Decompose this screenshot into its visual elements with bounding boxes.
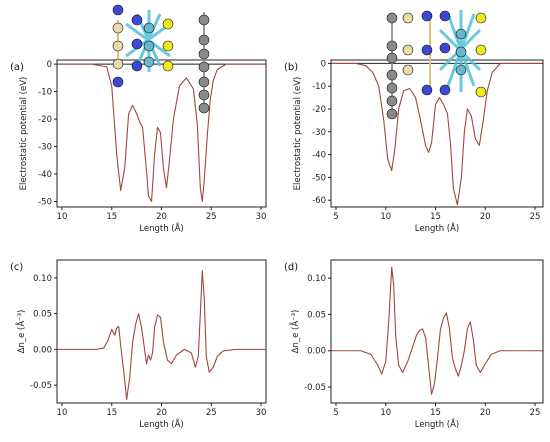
x-tick-label: 15 xyxy=(106,408,117,418)
y-tick-label: -20 xyxy=(38,115,52,125)
y-tick-label: 0.10 xyxy=(307,274,326,284)
panels-group: 10 15 20 25 30 0 -10 -20 -30 -40 -50 Length (Å) Elec… xyxy=(10,59,544,430)
x-tick-label: 30 xyxy=(256,212,267,222)
y-tick-label: -50 xyxy=(312,173,326,183)
x-tick-label: 10 xyxy=(380,408,391,418)
y-tick-label: -40 xyxy=(312,151,326,161)
x-tick-label: 25 xyxy=(206,212,217,222)
y-tick-label: -30 xyxy=(312,128,326,138)
chart-panel: 10 15 20 25 30 0 -10 -20 -30 -40 -50 Length (Å) Elec… xyxy=(10,59,267,234)
y-tick-label: -30 xyxy=(38,143,52,153)
x-tick-label: 15 xyxy=(430,212,441,222)
y-tick-label: 0.05 xyxy=(33,310,52,320)
panel-label: (b) xyxy=(284,62,298,73)
y-tick-label: -20 xyxy=(312,105,326,115)
y-tick-label: -10 xyxy=(38,88,52,98)
panel-label: (a) xyxy=(10,62,24,73)
x-tick-label: 15 xyxy=(106,212,117,222)
atomic-structure-icon xyxy=(112,4,210,114)
x-axis-label: Length (Å) xyxy=(415,418,459,430)
x-tick-label: 20 xyxy=(156,212,167,222)
y-axis-label: Electrostatic potential (eV) xyxy=(19,77,29,191)
y-tick-label: 0.05 xyxy=(307,310,326,320)
y-tick-label: 0.10 xyxy=(33,274,52,284)
x-tick-label: 25 xyxy=(206,408,217,418)
y-tick-label: 0.00 xyxy=(33,345,52,355)
panel-label: (d) xyxy=(284,262,298,273)
x-tick-label: 20 xyxy=(480,212,491,222)
chart-panel: 10 15 20 25 30 0.10 0.05 0.00 -0.05 Length (Å) Δn_… xyxy=(10,259,267,430)
series-line xyxy=(57,270,266,400)
x-tick-label: 5 xyxy=(333,408,338,418)
x-tick-label: 10 xyxy=(57,212,68,222)
y-tick-label: -50 xyxy=(38,198,52,208)
y-tick-label: -40 xyxy=(38,170,52,180)
y-axis-label: Δn_e (Å⁻³) xyxy=(289,310,301,354)
chart-panel: 5 10 15 20 25 0 -10 -20 -30 -40 -50 -60 Length (Å) El… xyxy=(284,59,544,234)
series-line xyxy=(331,62,543,206)
x-tick-label: 25 xyxy=(530,212,541,222)
x-tick-label: 10 xyxy=(57,408,68,418)
x-tick-label: 15 xyxy=(430,408,441,418)
y-tick-label: -0.05 xyxy=(304,383,326,393)
y-tick-label: 0 xyxy=(47,60,52,70)
y-tick-label: -0.05 xyxy=(30,381,52,391)
atomic-structure-icon xyxy=(386,10,487,120)
axes-frame xyxy=(56,259,267,404)
x-tick-label: 5 xyxy=(333,212,338,222)
panel-label: (c) xyxy=(10,262,23,273)
x-axis-label: Length (Å) xyxy=(139,222,183,234)
x-tick-label: 10 xyxy=(380,212,391,222)
y-tick-label: -10 xyxy=(312,82,326,92)
y-axis-label: Δn_e (Å⁻³) xyxy=(15,310,27,354)
axes-frame xyxy=(56,59,267,208)
x-tick-label: 30 xyxy=(256,408,267,418)
axes-frame xyxy=(330,259,544,404)
y-tick-label: 0.00 xyxy=(307,347,326,357)
x-tick-label: 20 xyxy=(480,408,491,418)
y-tick-label: 0 xyxy=(321,59,326,69)
x-tick-label: 20 xyxy=(156,408,167,418)
x-axis-label: Length (Å) xyxy=(415,222,459,234)
y-axis-label: Electrostatic potential (eV) xyxy=(293,77,303,191)
series-line xyxy=(331,266,543,395)
x-tick-label: 25 xyxy=(530,408,541,418)
axes-frame xyxy=(330,59,544,208)
x-axis-label: Length (Å) xyxy=(139,418,183,430)
chart-panel: 5 10 15 20 25 0.10 0.05 0.00 -0.05 Length (Å) Δn_e… xyxy=(284,259,544,430)
series-line xyxy=(57,63,266,203)
y-tick-label: -60 xyxy=(312,196,326,206)
